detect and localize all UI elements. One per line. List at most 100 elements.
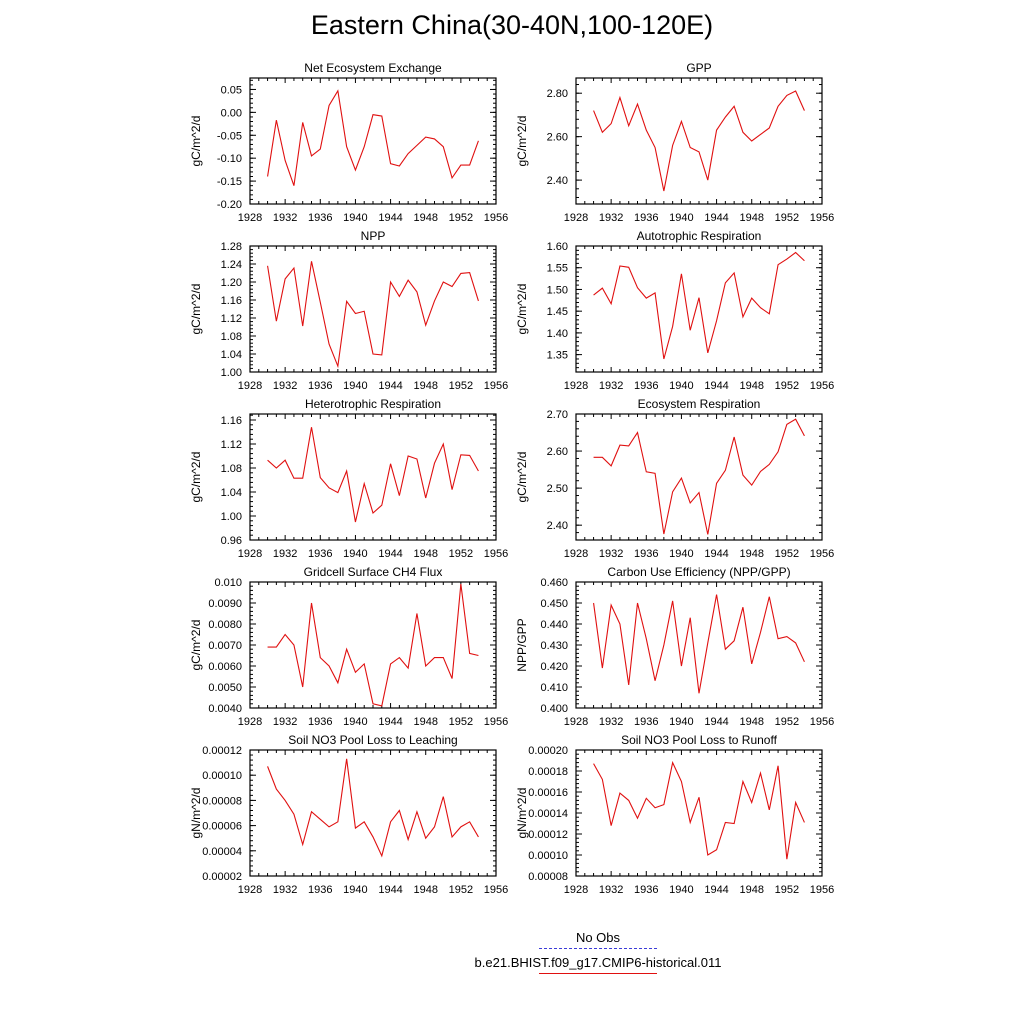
y-tick-label: 0.00002 [202,871,242,883]
y-tick-label: 0.00014 [528,808,568,820]
y-tick-label: 1.16 [221,295,242,307]
x-tick-label: 1952 [775,716,799,728]
x-tick-label: 1940 [343,212,367,224]
y-tick-label: 1.40 [547,328,568,340]
series-line [593,251,805,360]
y-tick-label: 0.00018 [528,766,568,778]
x-tick-label: 1928 [564,884,588,896]
x-tick-label: 1932 [273,884,297,896]
panel-frame [575,749,823,877]
y-tick-label: 1.08 [221,463,242,475]
x-tick-label: 1932 [599,212,623,224]
x-tick-label: 1956 [810,716,834,728]
panel-frame [249,413,497,541]
y-tick-label: 0.00008 [528,871,568,883]
panel-title: Carbon Use Efficiency (NPP/GPP) [607,565,790,579]
y-tick-label: 0.00016 [528,787,568,799]
y-tick-label: 1.28 [221,241,242,253]
x-tick-label: 1936 [634,380,658,392]
x-tick-label: 1928 [564,380,588,392]
y-tick-label: 1.08 [221,331,242,343]
y-tick-label: 2.50 [547,483,568,495]
y-tick-label: 1.55 [547,263,568,275]
series-line [593,418,805,535]
x-tick-label: 1944 [704,884,728,896]
x-tick-label: 1932 [273,716,297,728]
x-tick-label: 1936 [308,548,332,560]
panel-frame [249,749,497,877]
series-line [593,90,805,192]
panel-title: Heterotrophic Respiration [305,397,441,411]
x-tick-label: 1944 [704,548,728,560]
y-tick-label: 0.00010 [528,850,568,862]
x-tick-label: 1928 [238,212,262,224]
panel-title: NPP [361,229,386,243]
panel-frame [249,77,497,205]
y-axis-label: gN/m^2/d [189,788,203,839]
y-axis-label: gC/m^2/d [189,620,203,671]
y-tick-label: 0.00008 [202,795,242,807]
series-line [267,89,479,186]
series-line [267,584,479,707]
x-tick-label: 1956 [484,716,508,728]
x-tick-label: 1928 [564,212,588,224]
x-tick-label: 1928 [238,548,262,560]
x-tick-label: 1936 [634,884,658,896]
x-tick-label: 1936 [634,212,658,224]
x-tick-label: 1940 [343,380,367,392]
panel-title: Net Ecosystem Exchange [304,61,442,75]
x-tick-label: 1956 [810,884,834,896]
x-tick-label: 1956 [484,884,508,896]
y-tick-label: 0.0070 [208,640,242,652]
x-tick-label: 1952 [775,884,799,896]
x-tick-label: 1940 [669,548,693,560]
y-tick-label: 0.450 [540,598,568,610]
x-tick-label: 1952 [449,548,473,560]
panel-frame [575,245,823,373]
x-tick-label: 1932 [273,212,297,224]
y-tick-label: 0.00012 [202,745,242,757]
legend-model-label: b.e21.BHIST.f09_g17.CMIP6-historical.011 [474,955,722,970]
y-axis-label: NPP/GPP [515,618,529,671]
x-tick-label: 1948 [413,212,437,224]
x-tick-label: 1944 [378,716,402,728]
series-line [267,758,479,858]
y-axis-label: gN/m^2/d [515,788,529,839]
x-tick-label: 1952 [775,212,799,224]
x-tick-label: 1948 [739,380,763,392]
y-axis-label: gC/m^2/d [189,452,203,503]
y-tick-label: 2.40 [547,175,568,187]
series-line [267,427,479,523]
x-tick-label: 1940 [343,884,367,896]
x-tick-label: 1952 [449,716,473,728]
x-tick-label: 1936 [308,716,332,728]
y-tick-label: 0.0050 [208,682,242,694]
x-tick-label: 1944 [704,380,728,392]
y-tick-label: 1.12 [221,313,242,325]
y-tick-label: 1.16 [221,415,242,427]
x-tick-label: 1940 [343,548,367,560]
panel-title: GPP [686,61,711,75]
y-tick-label: 1.24 [221,259,242,271]
y-axis-label: gC/m^2/d [189,116,203,167]
x-tick-label: 1956 [810,548,834,560]
panel-frame [249,245,497,373]
x-tick-label: 1948 [739,212,763,224]
y-tick-label: 0.430 [540,640,568,652]
x-tick-label: 1956 [484,548,508,560]
series-line [267,261,479,369]
y-tick-label: 0.05 [221,84,242,96]
y-tick-label: 1.50 [547,284,568,296]
x-tick-label: 1932 [599,884,623,896]
y-tick-label: 2.40 [547,520,568,532]
y-tick-label: 1.00 [221,511,242,523]
x-tick-label: 1940 [669,212,693,224]
x-tick-label: 1936 [308,380,332,392]
y-tick-label: 0.400 [540,703,568,715]
y-tick-label: 0.00006 [202,821,242,833]
x-tick-label: 1936 [634,716,658,728]
x-tick-label: 1956 [810,380,834,392]
x-tick-label: 1928 [238,380,262,392]
y-tick-label: 2.60 [547,446,568,458]
y-tick-label: 0.010 [214,577,242,589]
